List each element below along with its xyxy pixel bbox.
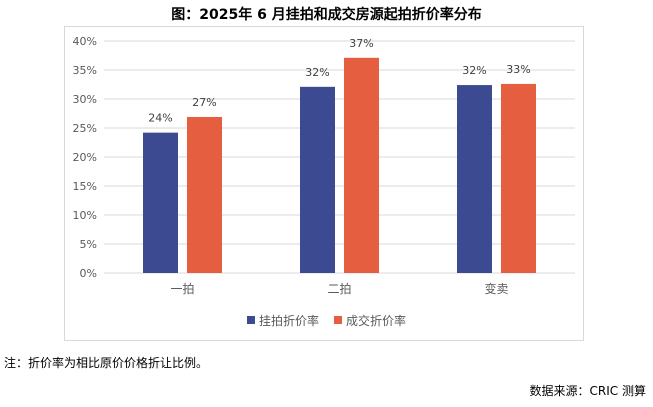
x-tick-label: 二拍 [327,281,351,296]
bar-listing [143,132,178,273]
y-tick-label: 10% [73,209,97,222]
bar-deal [344,57,379,273]
legend-label: 成交折价率 [346,313,406,328]
y-tick-label: 25% [73,122,97,135]
legend-swatch [247,316,255,324]
y-tick-label: 40% [73,35,97,48]
legend-label: 挂拍折价率 [259,313,319,328]
y-tick-label: 30% [73,93,97,106]
data-label: 33% [506,63,530,76]
data-label: 32% [305,66,329,79]
source-text: 数据来源：CRIC 测算 [529,384,646,398]
bar-deal [187,116,222,273]
bar-deal [501,83,536,273]
chart-frame [64,26,584,341]
y-tick-label: 20% [73,151,97,164]
y-tick-label: 0% [80,267,97,280]
footnote: 注：折价率为相比原价价格折让比例。 [4,356,209,370]
data-label: 32% [462,64,486,77]
y-tick-label: 35% [73,64,97,77]
y-tick-label: 5% [80,238,97,251]
x-tick-label: 一拍 [170,281,194,296]
bar-listing [457,85,492,273]
y-tick-label: 15% [73,180,97,193]
legend-swatch [334,316,342,324]
data-label: 37% [349,37,373,50]
data-label: 27% [192,96,216,109]
x-tick-label: 变卖 [484,281,508,296]
data-label: 24% [148,112,172,125]
chart-title: 图：2025年 6 月挂拍和成交房源起拍折价率分布 [171,7,482,23]
bar-listing [300,86,335,273]
